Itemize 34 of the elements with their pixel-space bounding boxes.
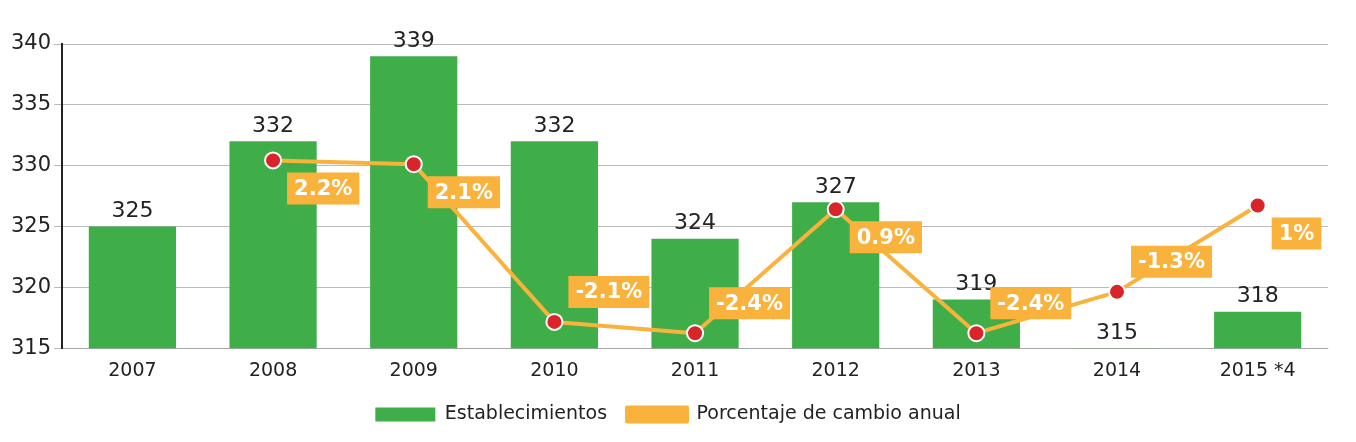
data-label: 339 <box>392 26 435 52</box>
data-label: 315 <box>1096 318 1139 344</box>
data-label: 332 <box>252 112 295 138</box>
legend-label: Porcentaje de cambio anual <box>696 401 961 424</box>
x-tick-label: 2013 <box>952 357 1001 380</box>
x-tick-label: 2007 <box>108 357 157 380</box>
data-label: 325 <box>111 197 154 223</box>
data-label: -2.4% <box>716 290 784 315</box>
data-label: 318 <box>1236 282 1279 308</box>
x-tick-label: 2012 <box>811 357 860 380</box>
data-label: 2.2% <box>294 175 353 200</box>
x-tick-label: 2015 *4 <box>1219 357 1296 380</box>
x-tick-label: 2011 <box>670 357 720 380</box>
y-tick-label: 325 <box>10 212 52 237</box>
data-label: 1% <box>1278 220 1315 245</box>
legend-label: Establecimientos <box>444 401 608 424</box>
y-tick-label: 330 <box>10 152 52 177</box>
data-label: 0.9% <box>856 224 915 249</box>
data-label: 332 <box>533 112 576 138</box>
data-label: -2.1% <box>575 279 643 304</box>
data-label: -2.4% <box>997 290 1065 315</box>
data-label: -1.3% <box>1138 249 1205 274</box>
data-label: 324 <box>674 209 717 235</box>
x-tick-label: 2009 <box>389 357 438 380</box>
y-tick-label: 320 <box>10 273 52 298</box>
y-tick-label: 340 <box>10 30 52 55</box>
x-tick-label: 2014 <box>1092 357 1142 380</box>
y-tick-label: 315 <box>10 334 52 359</box>
data-label: 2.1% <box>434 179 493 204</box>
data-label: 319 <box>955 270 998 296</box>
x-tick-label: 2008 <box>248 357 298 380</box>
y-tick-label: 335 <box>10 91 52 116</box>
x-tick-label: 2010 <box>530 357 579 380</box>
data-label: 327 <box>814 172 857 198</box>
